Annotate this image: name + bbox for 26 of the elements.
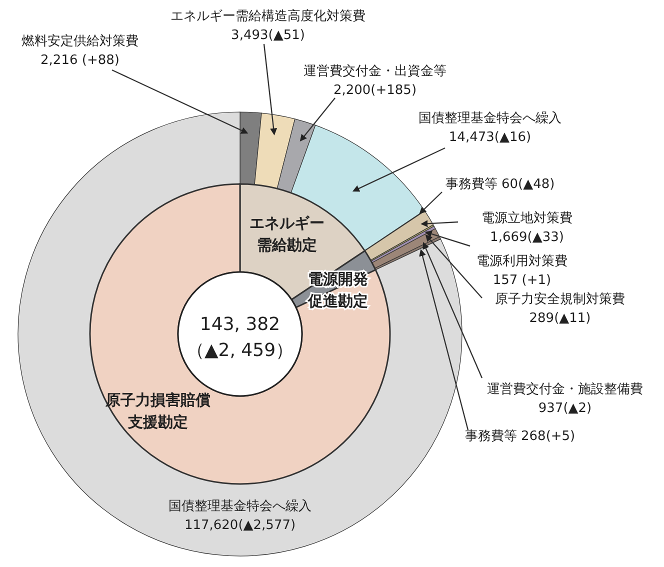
slice-label: 電源利用対策費 bbox=[476, 253, 568, 269]
slice-label: 原子力損害賠償支援勘定 bbox=[104, 391, 210, 431]
legend-label: 電源立地対策費 bbox=[482, 210, 572, 226]
text: （▲2, 459） bbox=[186, 340, 294, 361]
slice-label: 運営費交付金・出資金等 bbox=[304, 63, 446, 79]
slice-label: 燃料安定供給対策費 bbox=[22, 33, 138, 49]
text: 143, 382 bbox=[200, 314, 280, 335]
slice-label: エネルギー需給構造高度化対策費 bbox=[170, 8, 366, 24]
data-label: 1,669(▲33) bbox=[490, 230, 564, 245]
data-label: 157 (+1) bbox=[492, 273, 552, 288]
data-label: 14,473(▲16) bbox=[448, 130, 532, 145]
slice-label: 事務費等 bbox=[445, 177, 498, 192]
data-label: 3,493(▲51) bbox=[231, 28, 305, 43]
data-label: 2,200(+185) bbox=[333, 83, 417, 98]
slice-label: 運営費交付金・施設整備費 bbox=[487, 381, 643, 397]
slice-label: エネルギー需給勘定 bbox=[250, 214, 324, 254]
data-label: 289(▲11) bbox=[529, 311, 591, 326]
slice-label: 国債整理基金特会へ繰入 bbox=[418, 111, 562, 126]
data-label: 2,216 (+88) bbox=[40, 53, 120, 68]
data-label: 60(▲48) bbox=[501, 177, 555, 192]
slice-label: 事務費等 bbox=[464, 429, 517, 444]
slice-label: 国債整理基金特会へ繰入 bbox=[168, 499, 312, 514]
data-label: 937(▲2) bbox=[538, 401, 592, 416]
data-label: 117,620(▲2,577) bbox=[184, 518, 296, 533]
data-label: 268(+5) bbox=[521, 429, 576, 444]
slice-label: 原子力安全規制対策費 bbox=[495, 291, 625, 307]
